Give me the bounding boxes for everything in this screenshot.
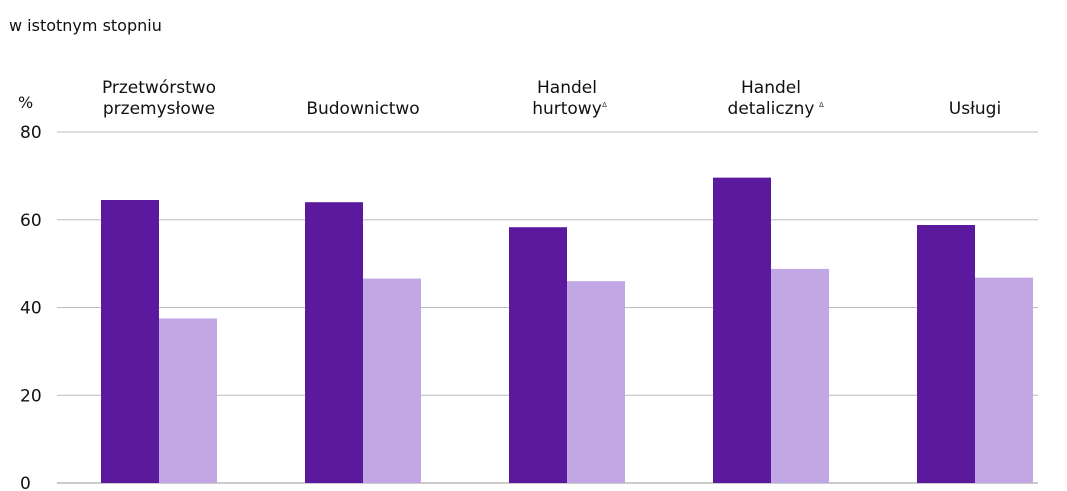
bars bbox=[101, 177, 1033, 483]
category-label: hurtowy bbox=[532, 99, 602, 119]
y-tick-label: 40 bbox=[20, 299, 42, 319]
y-tick-label: 20 bbox=[20, 386, 42, 406]
bar-series-1-3 bbox=[509, 227, 567, 483]
category-label: przemysłowe bbox=[103, 99, 215, 119]
category-label: Przetwórstwo bbox=[102, 78, 216, 98]
category-label: Handel bbox=[741, 78, 801, 98]
y-tick-label: 80 bbox=[20, 123, 42, 143]
category-label: Budownictwo bbox=[306, 99, 419, 119]
y-tick-label: 60 bbox=[20, 211, 42, 231]
category-label: Handel bbox=[537, 78, 597, 98]
bar-series-2-2 bbox=[363, 278, 421, 483]
category-delta-mark: Δ bbox=[602, 101, 607, 109]
bar-series-1-5 bbox=[917, 225, 975, 483]
y-axis-unit-label: % bbox=[18, 93, 33, 112]
chart-subtitle: w istotnym stopniu bbox=[9, 16, 162, 35]
y-axis-ticks: 0 20 40 60 80 bbox=[20, 123, 42, 491]
category-label: detaliczny bbox=[728, 99, 815, 119]
bar-series-1-1 bbox=[101, 200, 159, 483]
bar-series-2-4 bbox=[771, 268, 829, 483]
y-tick-label: 0 bbox=[20, 474, 31, 491]
category-label: Usługi bbox=[949, 99, 1001, 119]
bar-series-1-2 bbox=[305, 202, 363, 483]
bar-series-2-3 bbox=[567, 281, 625, 483]
category-delta-mark: Δ bbox=[819, 101, 824, 109]
bar-series-1-4 bbox=[713, 177, 771, 483]
bar-series-2-5 bbox=[975, 277, 1033, 483]
bar-series-2-1 bbox=[159, 318, 217, 483]
